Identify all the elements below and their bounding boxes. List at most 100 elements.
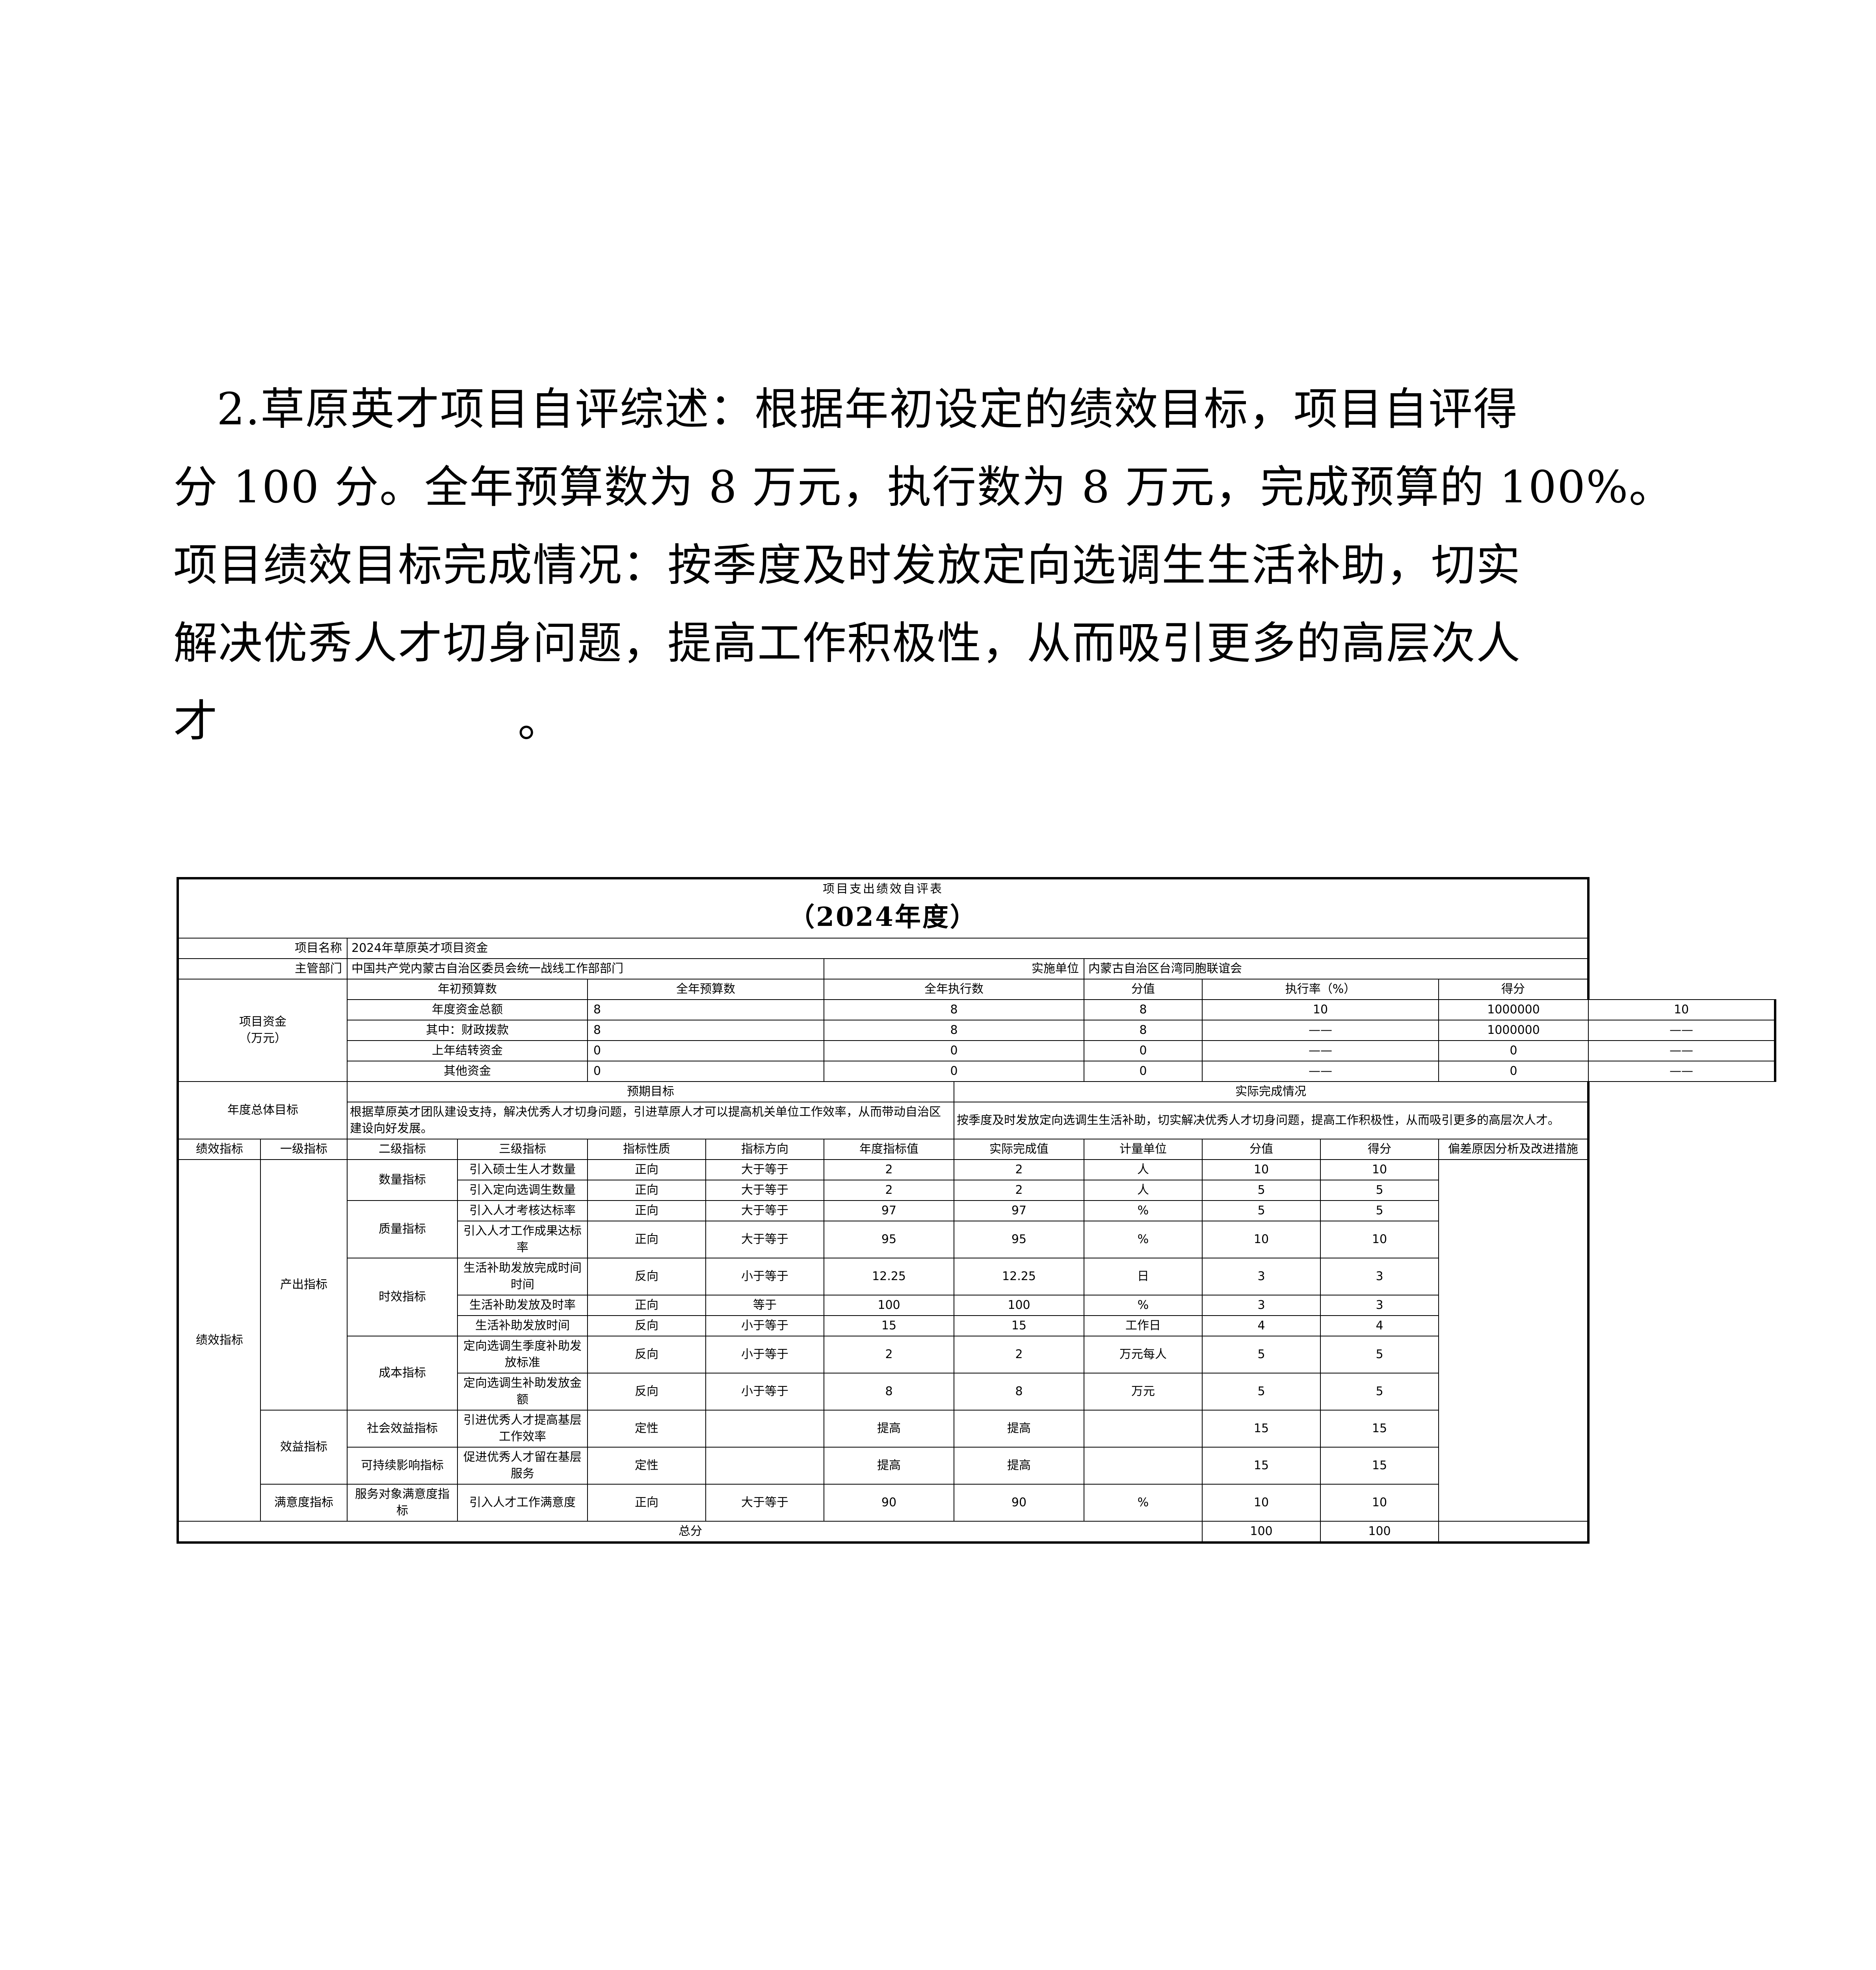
overall-goal-label: 年度总体目标 xyxy=(177,1081,348,1139)
indicator-unit: % xyxy=(1084,1484,1203,1522)
indicator-nature: 正向 xyxy=(587,1221,706,1258)
indicator-actual: 15 xyxy=(954,1315,1084,1336)
funds-row-annual: 0 xyxy=(824,1040,1084,1061)
indicator-row: 生活补助发放时间 反向 小于等于 15 15 工作日 4 4 xyxy=(178,1315,1775,1336)
funds-header-annual: 全年预算数 xyxy=(587,979,824,1000)
indicator-actual: 2 xyxy=(954,1159,1084,1180)
funds-row-weight: —— xyxy=(1202,1020,1439,1041)
project-name-label: 项目名称 xyxy=(177,938,347,959)
indicator-row: 定向选调生补助发放金额 反向 小于等于 8 8 万元 5 5 xyxy=(178,1373,1775,1411)
indicator-row: 可持续影响指标 促进优秀人才留在基层服务 定性 提高 提高 15 15 xyxy=(178,1447,1775,1485)
indicator-target: 90 xyxy=(824,1484,954,1522)
indicator-weight: 4 xyxy=(1202,1315,1321,1336)
level3-name: 引入人才工作成果达标率 xyxy=(457,1221,588,1258)
narrative-line-4: 解决优秀人才切身问题，提高工作积极性，从而吸引更多的高层次人 xyxy=(173,618,1521,669)
level2-timeliness: 时效指标 xyxy=(347,1258,458,1336)
indicator-weight: 5 xyxy=(1202,1180,1321,1201)
table-title: 项目支出绩效自评表 xyxy=(823,882,944,896)
header-level1: 一级指标 xyxy=(260,1139,348,1160)
funds-row-initial: 0 xyxy=(587,1061,824,1082)
indicator-nature: 反向 xyxy=(587,1258,706,1295)
indicator-unit: 人 xyxy=(1084,1180,1203,1201)
indicator-direction xyxy=(705,1410,824,1448)
header-level2: 二级指标 xyxy=(347,1139,458,1160)
funds-row-score: —— xyxy=(1588,1040,1776,1061)
level3-name: 引入硕士生人才数量 xyxy=(457,1159,588,1180)
indicator-row: 质量指标 引入人才考核达标率 正向 大于等于 97 97 % 5 5 xyxy=(178,1200,1775,1258)
funds-row-executed: 8 xyxy=(1084,1020,1203,1041)
funds-row-initial: 8 xyxy=(587,999,824,1020)
indicator-score: 15 xyxy=(1320,1410,1439,1448)
indicator-row: 时效指标 生活补助发放完成时间时间 反向 小于等于 12.25 12.25 日 … xyxy=(178,1258,1775,1336)
indicator-unit: % xyxy=(1084,1221,1203,1258)
indicator-direction: 大于等于 xyxy=(705,1221,824,1258)
indicator-target: 12.25 xyxy=(824,1258,954,1295)
indicator-score: 3 xyxy=(1320,1295,1439,1316)
indicator-unit: 日 xyxy=(1084,1258,1203,1295)
indicator-target: 95 xyxy=(824,1221,954,1258)
indicator-actual: 8 xyxy=(954,1373,1084,1411)
indicator-row: 满意度指标 服务对象满意度指标 引入人才工作满意度 正向 大于等于 90 90 … xyxy=(178,1484,1775,1522)
performance-self-evaluation-table: 项目支出绩效自评表 （2024年度） 项目名称 2024年草原英才项目资金 主管… xyxy=(176,877,1776,1544)
header-actual-value: 实际完成值 xyxy=(954,1139,1084,1160)
indicator-weight: 3 xyxy=(1202,1258,1321,1295)
indicator-target: 2 xyxy=(824,1180,954,1201)
indicator-direction: 小于等于 xyxy=(705,1373,824,1411)
total-weight: 100 xyxy=(1202,1521,1321,1544)
total-label: 总分 xyxy=(177,1521,1203,1544)
funds-row-initial: 0 xyxy=(587,1040,824,1061)
indicator-row: 引入人才工作成果达标率 正向 大于等于 95 95 % 10 10 xyxy=(178,1221,1775,1258)
funds-row-executed: 8 xyxy=(1084,999,1203,1020)
indicator-row: 绩效指标 产出指标 数量指标 引入硕士生人才数量 正向 大于等于 2 2 人 1… xyxy=(177,1159,1775,1522)
funds-row-name: 年度资金总额 xyxy=(347,999,588,1020)
level2-cost: 成本指标 xyxy=(347,1336,458,1411)
indicator-weight: 3 xyxy=(1202,1295,1321,1316)
funds-header-rate: 执行率（%） xyxy=(1202,979,1439,1000)
indicator-actual: 2 xyxy=(954,1180,1084,1201)
narrative-line-1: 2.草原英才项目自评综述：根据年初设定的绩效目标，项目自评得 xyxy=(217,384,1518,435)
indicator-direction: 等于 xyxy=(705,1295,824,1316)
indicator-score: 3 xyxy=(1320,1258,1439,1295)
funds-header-initial: 年初预算数 xyxy=(347,979,588,1000)
indicator-nature: 正向 xyxy=(587,1484,706,1522)
indicator-direction: 大于等于 xyxy=(705,1200,824,1221)
funds-row-annual: 8 xyxy=(824,1020,1084,1041)
level2-quantity: 数量指标 xyxy=(347,1159,458,1201)
indicator-direction: 小于等于 xyxy=(705,1336,824,1373)
narrative-line-5-tail: 。 xyxy=(518,696,563,747)
indicator-unit xyxy=(1084,1410,1203,1448)
funds-row-initial: 8 xyxy=(587,1020,824,1041)
level2-sustainable-impact: 可持续影响指标 xyxy=(347,1447,458,1485)
funds-header-score: 得分 xyxy=(1438,979,1590,1000)
indicator-nature: 反向 xyxy=(587,1315,706,1336)
indicator-actual: 97 xyxy=(954,1200,1084,1221)
indicator-score: 10 xyxy=(1320,1221,1439,1258)
funds-label-line2: （万元） xyxy=(239,1031,286,1045)
narrative-line-5-head: 才 xyxy=(173,696,218,747)
indicator-unit: % xyxy=(1084,1295,1203,1316)
indicator-score: 15 xyxy=(1320,1447,1439,1485)
level2-social-benefit: 社会效益指标 xyxy=(347,1410,458,1448)
funds-header-row: 项目资金 （万元） 年初预算数 全年预算数 全年执行数 分值 执行率（%） 得分 xyxy=(177,979,1775,1082)
indicator-score: 4 xyxy=(1320,1315,1439,1336)
funds-row-weight: 10 xyxy=(1202,999,1439,1020)
indicator-weight: 10 xyxy=(1202,1159,1321,1180)
indicator-score: 5 xyxy=(1320,1336,1439,1373)
table-subtitle: （2024年度） xyxy=(788,901,978,932)
department-value: 中国共产党内蒙古自治区委员会统一战线工作部部门 xyxy=(347,958,824,979)
funds-row-rate: 0 xyxy=(1438,1061,1589,1082)
indicator-actual: 提高 xyxy=(954,1447,1084,1485)
indicator-target: 提高 xyxy=(824,1410,954,1448)
funds-row-annual: 8 xyxy=(824,999,1084,1020)
expected-goal-header: 预期目标 xyxy=(347,1081,954,1102)
level1-benefit: 效益指标 xyxy=(260,1410,348,1485)
indicator-weight: 5 xyxy=(1202,1336,1321,1373)
funds-row-rate: 1000000 xyxy=(1438,1020,1589,1041)
level3-name: 促进优秀人才留在基层服务 xyxy=(457,1447,588,1485)
funds-row: 其他资金 0 0 0 —— 0 —— xyxy=(178,1061,1776,1082)
indicator-nature: 反向 xyxy=(587,1373,706,1411)
indicator-weight: 15 xyxy=(1202,1447,1321,1485)
perf-table: 项目支出绩效自评表 （2024年度） 项目名称 2024年草原英才项目资金 主管… xyxy=(176,877,1776,1544)
funds-row-rate: 1000000 xyxy=(1438,999,1589,1020)
implementing-unit-value: 内蒙古自治区台湾同胞联谊会 xyxy=(1083,958,1590,979)
